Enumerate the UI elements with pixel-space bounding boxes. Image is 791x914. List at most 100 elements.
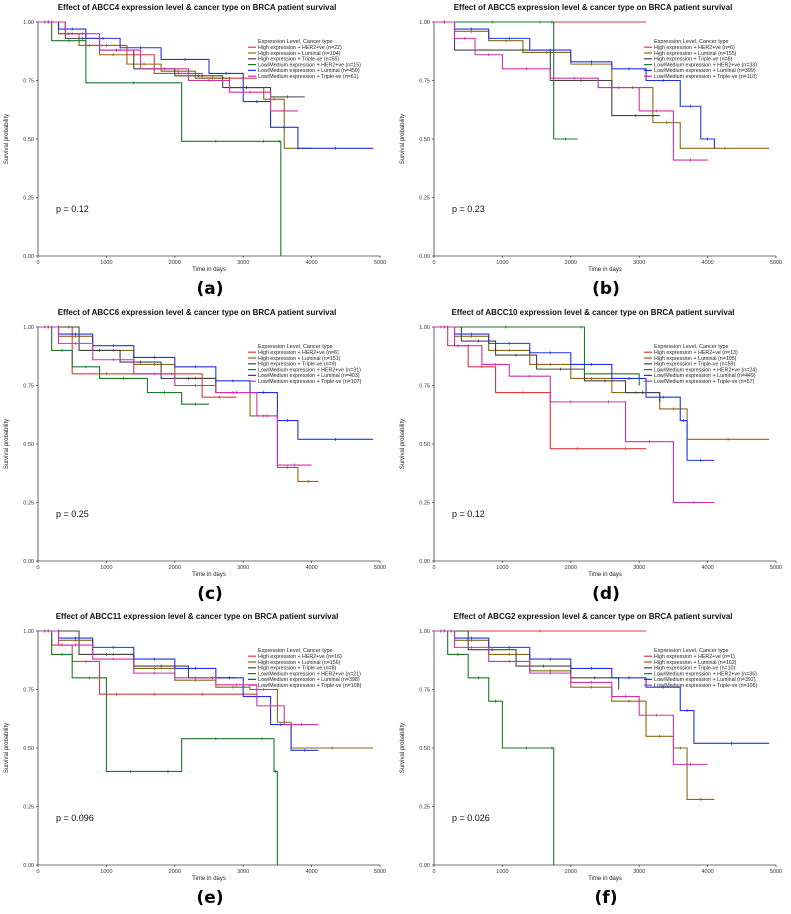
km-chart-svg: Effect of ABCG2 expression level & cance… bbox=[400, 612, 782, 908]
legend-entry: Low/Medium expression + Triple-ve (n=57) bbox=[654, 379, 755, 385]
x-tick-label: 5000 bbox=[770, 260, 782, 266]
y-tick-label: 0.00 bbox=[419, 254, 430, 260]
x-tick-label: 1000 bbox=[496, 869, 508, 875]
x-tick-label: 3000 bbox=[237, 565, 249, 571]
x-tick-label: 0 bbox=[36, 565, 39, 571]
legend-entry: Low/Medium expression + Triple-ve (n=106… bbox=[654, 683, 758, 689]
p-value-label: p = 0.026 bbox=[452, 813, 490, 823]
legend-title: Expression Level, Cancer type bbox=[258, 344, 333, 350]
legend-entry: Low/Medium expression + Luminal (n=403) bbox=[258, 373, 360, 379]
km-chart-svg: Effect of ABCC6 expression level & cance… bbox=[4, 308, 386, 604]
legend-entry: High expression + HER2+ve (n=1) bbox=[654, 654, 735, 660]
y-tick-label: 0.75 bbox=[419, 79, 430, 85]
y-axis-label: Survival probability bbox=[400, 419, 406, 469]
legend-entry: High expression + Luminal (n=105) bbox=[654, 356, 737, 362]
survival-curve bbox=[38, 326, 209, 405]
survival-curve bbox=[434, 21, 578, 140]
x-tick-label: 5000 bbox=[770, 565, 782, 571]
x-tick-label: 0 bbox=[432, 869, 435, 875]
y-tick-label: 0.00 bbox=[419, 559, 430, 565]
legend-entry: High expression + Luminal (n=155) bbox=[654, 51, 737, 57]
x-tick-label: 5000 bbox=[374, 869, 386, 875]
legend-entry: High expression + Luminal (n=104) bbox=[258, 51, 341, 57]
x-tick-label: 3000 bbox=[237, 869, 249, 875]
survival-curve bbox=[38, 630, 278, 865]
legend-entry: High expression + Luminal (n=156) bbox=[258, 660, 341, 666]
legend-entry: Low/Medium expression + Luminal (n=398) bbox=[258, 677, 360, 683]
legend-entry: High expression + HER2+ve (n=6) bbox=[258, 350, 339, 356]
legend-entry: High expression + Triple-ve (n=8) bbox=[258, 666, 337, 672]
legend-entry: High expression + Triple-ve (n=9) bbox=[258, 362, 337, 368]
legend-entry: High expression + Triple-ve (n=8) bbox=[654, 57, 733, 63]
survival-curve bbox=[434, 326, 661, 402]
survival-curve bbox=[434, 630, 555, 865]
x-tick-label: 5000 bbox=[374, 565, 386, 571]
x-tick-label: 1000 bbox=[100, 260, 112, 266]
km-chart-svg: Effect of ABCC11 expression level & canc… bbox=[4, 612, 386, 908]
y-tick-label: 1.00 bbox=[23, 629, 34, 635]
chart-title: Effect of ABCC10 expression level & canc… bbox=[451, 308, 734, 317]
legend-entry: Low/Medium expression + Luminal (n=450) bbox=[258, 68, 360, 74]
legend-title: Expression Level, Cancer type bbox=[258, 39, 333, 45]
survival-curve bbox=[434, 630, 620, 690]
x-tick-label: 2000 bbox=[565, 260, 577, 266]
y-tick-label: 0.75 bbox=[23, 384, 34, 390]
y-tick-label: 0.25 bbox=[419, 805, 430, 811]
y-tick-label: 0.00 bbox=[419, 863, 430, 869]
legend-title: Expression Level, Cancer type bbox=[258, 648, 333, 654]
legend-entry: Low/Medium expression + HER2+ve (n=21) bbox=[258, 671, 361, 677]
legend-entry: Low/Medium expression + Triple-ve (n=108… bbox=[258, 683, 362, 689]
legend-entry: High expression + Triple-ve (n=10) bbox=[654, 666, 735, 672]
panel-label: (a) bbox=[196, 279, 223, 299]
x-tick-label: 2000 bbox=[565, 565, 577, 571]
survival-curve bbox=[434, 326, 715, 504]
y-axis-label: Survival probability bbox=[4, 419, 10, 469]
x-tick-label: 0 bbox=[36, 869, 39, 875]
legend-entry: Low/Medium expression + HER2+ve (n=31) bbox=[258, 367, 361, 373]
panel-label: (f) bbox=[595, 888, 618, 908]
y-tick-label: 0.25 bbox=[419, 196, 430, 202]
x-tick-label: 1000 bbox=[100, 869, 112, 875]
survival-curve bbox=[38, 21, 312, 149]
x-tick-label: 3000 bbox=[633, 260, 645, 266]
y-tick-label: 0.50 bbox=[23, 442, 34, 448]
x-tick-label: 0 bbox=[36, 260, 39, 266]
legend-entry: High expression + Luminal (n=162) bbox=[654, 660, 737, 666]
p-value-label: p = 0.12 bbox=[452, 509, 485, 519]
y-tick-label: 0.25 bbox=[23, 501, 34, 507]
x-axis-label: Time in days bbox=[192, 876, 226, 882]
y-tick-label: 0.00 bbox=[23, 559, 34, 565]
y-axis-label: Survival probability bbox=[4, 723, 10, 773]
x-tick-label: 2000 bbox=[169, 565, 181, 571]
chart-title: Effect of ABCC11 expression level & canc… bbox=[56, 612, 339, 621]
panel-label: (d) bbox=[592, 584, 620, 604]
chart-title: Effect of ABCG2 expression level & cance… bbox=[453, 612, 732, 621]
y-tick-label: 1.00 bbox=[419, 20, 430, 26]
chart-panel-d: Effect of ABCC10 expression level & canc… bbox=[396, 305, 791, 609]
legend-entry: High expression + HER2+ve (n=16) bbox=[258, 654, 342, 660]
km-chart-svg: Effect of ABCC4 expression level & cance… bbox=[4, 3, 386, 299]
chart-panel-f: Effect of ABCG2 expression level & cance… bbox=[396, 609, 791, 913]
y-tick-label: 0.50 bbox=[419, 137, 430, 143]
chart-panel-b: Effect of ABCC5 expression level & cance… bbox=[396, 0, 791, 304]
y-axis-label: Survival probability bbox=[4, 114, 10, 164]
x-tick-label: 5000 bbox=[374, 260, 386, 266]
y-tick-label: 1.00 bbox=[419, 629, 430, 635]
legend-title: Expression Level, Cancer type bbox=[654, 39, 729, 45]
x-tick-label: 1000 bbox=[496, 565, 508, 571]
x-tick-label: 4000 bbox=[305, 565, 317, 571]
y-axis-label: Survival probability bbox=[400, 114, 406, 164]
y-tick-label: 0.25 bbox=[23, 196, 34, 202]
survival-curve bbox=[434, 326, 640, 386]
y-tick-label: 1.00 bbox=[23, 20, 34, 26]
x-tick-label: 2000 bbox=[169, 260, 181, 266]
x-axis-label: Time in days bbox=[192, 572, 226, 578]
legend-entry: High expression + Triple-ve (n=59) bbox=[654, 362, 735, 368]
y-axis-label: Survival probability bbox=[400, 723, 406, 773]
survival-curve bbox=[38, 21, 257, 79]
survival-curve bbox=[38, 326, 217, 393]
legend-entry: Low/Medium expression + Triple-ve (n=107… bbox=[258, 379, 362, 385]
legend-entry: High expression + Luminal (n=151) bbox=[258, 356, 341, 362]
y-tick-label: 0.50 bbox=[419, 442, 430, 448]
survival-curve bbox=[38, 21, 282, 256]
